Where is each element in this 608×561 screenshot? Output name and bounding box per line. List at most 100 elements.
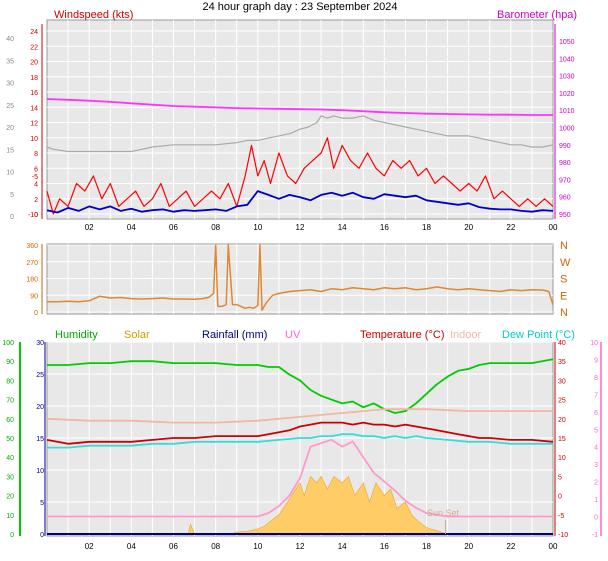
wind-inner-tick: 22	[30, 44, 38, 51]
solar-tick: 10	[36, 468, 44, 475]
x-tick-label: 18	[422, 542, 431, 551]
baro-tick: 1050	[559, 39, 575, 46]
humidity-tick: 50	[6, 436, 14, 443]
solar-tick: 20	[36, 404, 44, 411]
direction-tick: 180	[26, 277, 38, 284]
baro-tick: 950	[559, 212, 571, 219]
wind-inner-tick: 12	[30, 121, 38, 128]
series-line	[46, 421, 554, 445]
direction-tick: 360	[26, 243, 38, 250]
x-tick-label: 16	[380, 542, 389, 551]
wind-outer-tick: 20	[6, 125, 14, 132]
compass-label: S	[560, 274, 567, 286]
x-tick-label: 00	[549, 223, 558, 232]
uv-tick: 10	[590, 340, 598, 347]
humidity-tick: 10	[6, 513, 14, 520]
x-tick-label: 22	[506, 542, 515, 551]
wind-outer-tick: 25	[6, 103, 14, 110]
wind-outer-tick: 15	[6, 147, 14, 154]
series-line	[47, 438, 553, 518]
solar-tick: 5	[40, 500, 44, 507]
wind-inner-tick: 0	[34, 212, 38, 219]
x-tick-label: 00	[549, 542, 558, 551]
series-line	[46, 98, 553, 116]
compass-label: W	[560, 257, 571, 269]
uv-tick: 9	[594, 357, 598, 364]
solar-tick: 25	[36, 372, 44, 379]
x-tick-label: 10	[253, 542, 262, 551]
humidity-tick: 20	[6, 494, 14, 501]
uv-tick: 1	[594, 497, 598, 504]
baro-tick: 990	[559, 143, 571, 150]
x-tick-label: 18	[422, 223, 431, 232]
uv-tick: 2	[594, 480, 598, 487]
wind-inner-tick: 18	[30, 75, 38, 82]
baro-tick: 1000	[559, 126, 575, 133]
wind-outer-tick: 30	[6, 81, 14, 88]
series-line	[46, 408, 553, 424]
wind-inner-tick: -10	[28, 212, 38, 219]
x-tick-label: 04	[127, 542, 136, 551]
temp-tick: 0	[558, 494, 562, 501]
uv-tick: 8	[594, 375, 598, 382]
series-line	[47, 358, 554, 414]
temp-tick: 35	[558, 359, 566, 366]
wind-inner-tick: 16	[30, 90, 38, 97]
x-tick-label: 06	[169, 223, 178, 232]
uv-tick: -1	[592, 532, 598, 539]
temp-tick: 15	[558, 436, 566, 443]
uv-tick: 5	[594, 427, 598, 434]
wind-inner-tick: 8	[34, 151, 38, 158]
x-tick-label: 14	[338, 542, 347, 551]
wind-outer-tick: 40	[6, 36, 14, 43]
humidity-tick: 100	[2, 340, 14, 347]
chart-title: 24 hour graph day : 23 September 2024	[202, 1, 397, 13]
x-tick-label: 22	[506, 223, 515, 232]
baro-tick: 1030	[559, 74, 575, 81]
x-tick-label: 06	[169, 542, 178, 551]
temp-tick: 10	[558, 455, 566, 462]
series-line	[47, 244, 554, 311]
x-tick-label: 16	[380, 223, 389, 232]
x-tick-label: 08	[211, 223, 220, 232]
uv-tick: 7	[594, 392, 598, 399]
temp-tick: -10	[558, 532, 568, 539]
climate-legend-label: Solar	[124, 329, 150, 341]
temp-tick: -5	[558, 513, 564, 520]
wind-outer-tick: 0	[10, 214, 14, 221]
climate-legend-label: Humidity	[55, 329, 98, 341]
uv-tick: 0	[594, 515, 598, 522]
sunset-annotation: Sun Set	[427, 508, 460, 518]
baro-tick: 970	[559, 177, 571, 184]
uv-tick: 4	[594, 445, 598, 452]
temp-tick: 25	[558, 398, 566, 405]
series-line	[46, 137, 554, 215]
humidity-tick: 90	[6, 359, 14, 366]
climate-legend-label: Indoor	[450, 329, 482, 341]
humidity-tick: 80	[6, 378, 14, 385]
compass-label: N	[560, 240, 568, 252]
series-line	[46, 190, 554, 214]
direction-tick: 270	[26, 260, 38, 267]
wind-inner-tick: 14	[30, 105, 38, 112]
wind-inner-tick: -5	[32, 174, 38, 181]
wind-outer-tick: 5	[10, 192, 14, 199]
x-tick-label: 02	[85, 223, 94, 232]
x-tick-label: 02	[85, 542, 94, 551]
humidity-tick: 40	[6, 455, 14, 462]
wind-right-label: Barometer (hpa)	[497, 9, 577, 21]
wind-inner-tick: 2	[34, 197, 38, 204]
direction-tick: 90	[30, 293, 38, 300]
uv-tick: 6	[594, 410, 598, 417]
humidity-tick: 70	[6, 398, 14, 405]
climate-legend-label: UV	[285, 329, 301, 341]
wind-inner-tick: 6	[34, 166, 38, 173]
climate-legend-label: Temperature (°C)	[360, 329, 444, 341]
uv-tick: 3	[594, 462, 598, 469]
wind-left-label: Windspeed (kts)	[54, 9, 133, 21]
wind-inner-tick: 4	[34, 182, 38, 189]
x-tick-label: 08	[211, 542, 220, 551]
direction-tick: 0	[34, 310, 38, 317]
temp-tick: 30	[558, 378, 566, 385]
series-line	[47, 433, 553, 449]
